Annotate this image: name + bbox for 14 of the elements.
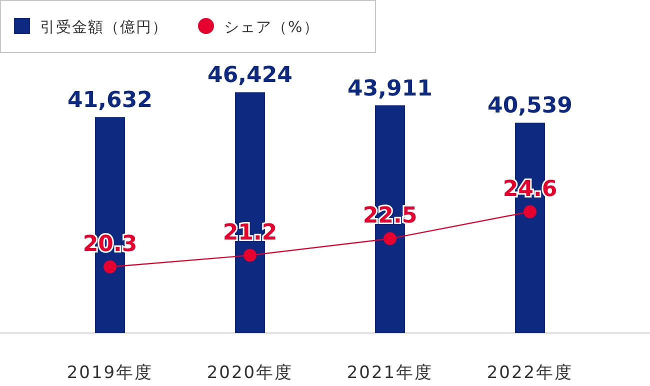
data-label: 40,539 [488, 94, 572, 119]
point [244, 248, 256, 262]
data-label: 43,911 [348, 76, 432, 102]
data-label: 46,424 [208, 63, 292, 88]
point [524, 205, 536, 218]
x-tick-label: 2022年度 [486, 363, 574, 383]
legend-label: シェア（%） [224, 18, 320, 36]
x-tick-label: 2020年度 [206, 363, 294, 383]
point [104, 260, 116, 274]
data-label: 41,632 [68, 88, 152, 114]
legend-label: 引受金額（億円） [40, 18, 168, 36]
x-tick-label: 2021年度 [346, 363, 434, 383]
point [384, 232, 396, 246]
x-tick-label: 2019年度 [66, 363, 154, 383]
